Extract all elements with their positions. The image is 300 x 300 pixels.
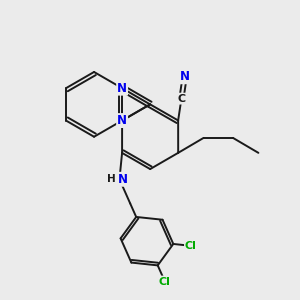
Text: N: N (117, 82, 127, 95)
Text: Cl: Cl (185, 241, 197, 251)
Text: H: H (107, 174, 116, 184)
Text: N: N (117, 114, 127, 127)
Text: Cl: Cl (159, 277, 171, 286)
Text: C: C (177, 94, 185, 103)
Text: N: N (180, 70, 190, 83)
Text: N: N (117, 173, 128, 186)
